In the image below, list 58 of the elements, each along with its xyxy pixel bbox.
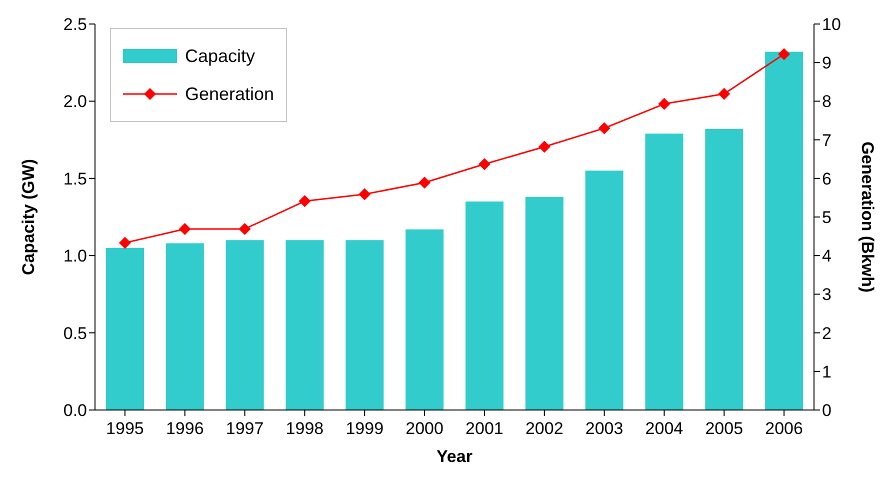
y2-tick-label: 0 (822, 401, 832, 420)
point (298, 195, 311, 208)
y2-tick-label: 10 (822, 15, 841, 34)
point (658, 98, 670, 110)
y2-axis-title: Generation (Bkwh) (858, 141, 877, 293)
y-tick-label: 1.5 (63, 169, 87, 188)
y-axis-title: Capacity (GW) (19, 158, 38, 276)
bar (585, 170, 624, 410)
y2-tick-label: 8 (822, 92, 832, 112)
x-axis-title: Year (436, 447, 473, 466)
bar (286, 240, 324, 410)
y2-tick-label: 1 (822, 362, 832, 382)
point (598, 122, 610, 134)
bar (406, 229, 444, 410)
y2-tick-label: 3 (822, 285, 832, 304)
bar (525, 196, 564, 410)
x-tick-label: 2000 (406, 419, 444, 438)
x-tick-label: 2006 (765, 419, 803, 438)
point (778, 48, 790, 60)
x-tick-label: 1998 (286, 419, 324, 438)
y-tick-label: 0.0 (63, 401, 87, 420)
y2-tick-label: 5 (822, 208, 832, 228)
y2-tick-label: 2 (822, 324, 832, 343)
bar (765, 52, 804, 410)
y-tick-label: 2.5 (63, 15, 87, 34)
x-tick-label: 1997 (226, 419, 264, 438)
point (178, 222, 191, 235)
bar (645, 134, 684, 410)
x-tick-label: 1999 (346, 419, 384, 438)
point (238, 222, 251, 235)
point (478, 158, 490, 170)
point (418, 176, 431, 189)
y2-tick-label: 9 (822, 54, 832, 73)
point (718, 88, 730, 100)
y-tick-label: 1.0 (63, 246, 87, 266)
x-tick-label: 1996 (166, 419, 204, 438)
y2-tick-label: 4 (822, 246, 832, 266)
x-tick-label: 2004 (645, 419, 684, 438)
bar (705, 128, 744, 410)
point (358, 188, 371, 200)
legend-label: Capacity (185, 46, 256, 66)
y-tick-label: 0.5 (63, 324, 87, 343)
x-tick-label: 2002 (525, 419, 564, 438)
x-tick-label: 2001 (466, 419, 504, 438)
x-tick-label: 2005 (705, 419, 744, 438)
y-tick-label: 2.0 (63, 92, 87, 112)
bar (166, 243, 204, 410)
x-tick-label: 2003 (585, 419, 624, 438)
bar (226, 240, 264, 410)
x-tick-label: 1995 (106, 419, 144, 438)
y2-tick-label: 7 (822, 130, 832, 150)
point (118, 236, 131, 249)
bar (106, 248, 144, 410)
bar (346, 240, 384, 410)
point (538, 140, 550, 153)
bar (466, 202, 504, 410)
legend-label: Generation (185, 84, 274, 104)
y2-tick-label: 6 (822, 169, 832, 188)
